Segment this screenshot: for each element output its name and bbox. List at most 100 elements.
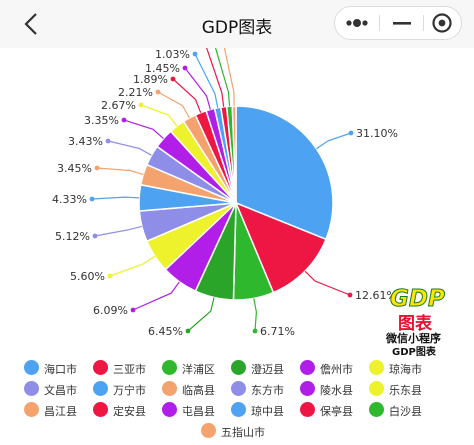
logo-line-1: 微信小程序 [386,332,441,345]
leader-line-8 [96,167,144,176]
legend-swatch [93,402,108,417]
logo-line-2: GDP图表 [392,347,436,358]
data-label-12: 2.21% [118,86,153,99]
legend-label: 临高县 [182,384,215,397]
leader-dot-0 [348,130,354,136]
capsule-divider [423,15,424,31]
leader-line-17 [214,48,231,107]
leader-dot-13 [170,76,176,82]
legend-label: 昌江县 [44,405,77,418]
leader-line-12 [157,91,190,119]
leader-dot-7 [89,196,95,202]
leader-dot-6 [92,233,98,239]
legend-swatch [24,381,39,396]
app-logo: GDP 图表 微信小程序 GDP图表 [384,286,456,359]
leader-line-15 [194,53,219,108]
data-label-15: 1.03% [155,48,190,61]
minimize-button[interactable] [381,7,423,39]
page-title: GDP图表 [201,18,273,38]
leader-line-11 [140,104,178,127]
leader-line-5 [109,255,156,277]
legend-label: 洋浦区 [182,363,215,376]
leader-line-16 [206,48,225,107]
data-label-2: 6.71% [260,325,295,338]
mini-program-capsule [334,6,462,40]
legend-label: 琼海市 [389,363,422,376]
leader-line-4 [132,281,180,311]
legend-label: 三亚市 [113,363,146,376]
legend-swatch [93,360,108,375]
legend-label: 保亭县 [320,405,353,418]
leader-line-6 [94,225,143,237]
legend-label: 白沙县 [389,405,422,418]
data-label-7: 4.33% [52,193,87,206]
leader-line-10 [123,119,164,140]
pie-slice-1[interactable] [234,201,327,294]
close-button[interactable] [423,7,465,39]
legend-label: 乐东县 [389,384,422,397]
leader-line-1 [304,270,351,296]
navigation-bar: GDP图表 [0,0,474,48]
legend-label: 万宁市 [113,384,146,397]
legend-swatch [300,381,315,396]
legend-label: 屯昌县 [182,405,215,418]
data-label-0: 31.10% [356,127,398,140]
leader-dot-15 [192,51,198,57]
legend-swatch [369,381,384,396]
back-arrow-icon[interactable] [18,8,48,40]
legend-swatch [162,360,177,375]
data-label-5: 5.60% [70,270,105,283]
data-label-10: 3.35% [84,114,119,127]
more-menu-button[interactable] [337,7,379,39]
target-close-icon [432,13,452,33]
legend-swatch [369,360,384,375]
legend-swatch [231,381,246,396]
logo-gdp-text: GDP [390,286,446,313]
data-label-8: 3.45% [57,162,92,175]
data-label-9: 3.43% [68,135,103,148]
leader-dot-2 [252,328,258,334]
leader-dot-10 [121,117,127,123]
legend-label: 儋州市 [320,363,353,376]
capsule-divider [379,15,380,31]
legend-label: 琼中县 [251,405,284,418]
leader-dot-1 [347,292,353,298]
leader-dot-9 [105,138,111,144]
legend-label: 海口市 [44,363,77,376]
data-label-1: 12.61% [355,289,397,302]
leader-line-14 [184,67,211,110]
gdp-pie-chart: 31.10% 12.61% 6.71% 6.45% 6.09% 5.60% 5.12% 4.3… [52,48,398,338]
more-dots-icon [346,19,368,27]
logo-chart-text: 图表 [398,314,432,334]
leader-dot-5 [107,273,113,279]
minus-icon [393,22,411,25]
leader-line-7 [91,196,140,200]
legend-swatch [300,360,315,375]
leader-dot-4 [130,307,136,313]
legend-swatch [24,360,39,375]
legend-label: 定安县 [113,405,146,418]
leader-dot-12 [155,89,161,95]
data-label-14: 1.45% [145,62,180,75]
data-label-4: 6.09% [93,304,128,317]
legend-swatch [231,402,246,417]
leader-dot-8 [94,165,100,171]
legend-label: 澄迈县 [251,363,284,376]
legend-label: 五指山市 [221,426,265,439]
legend-swatch [300,402,315,417]
pie-slice-18[interactable] [231,105,237,204]
legend-swatch [201,423,216,438]
legend-swatch [93,381,108,396]
data-label-6: 5.12% [55,230,90,243]
data-label-3: 6.45% [148,325,183,338]
leader-line-18 [223,48,235,107]
leader-line-2 [253,298,258,332]
leader-dot-14 [182,65,188,71]
pie-slice-0[interactable] [235,105,334,241]
legend-swatch [231,360,246,375]
leader-dot-3 [185,328,191,334]
leader-dot-11 [138,102,144,108]
leader-line-0 [316,132,352,150]
leader-line-3 [187,297,215,332]
legend-swatch [162,381,177,396]
